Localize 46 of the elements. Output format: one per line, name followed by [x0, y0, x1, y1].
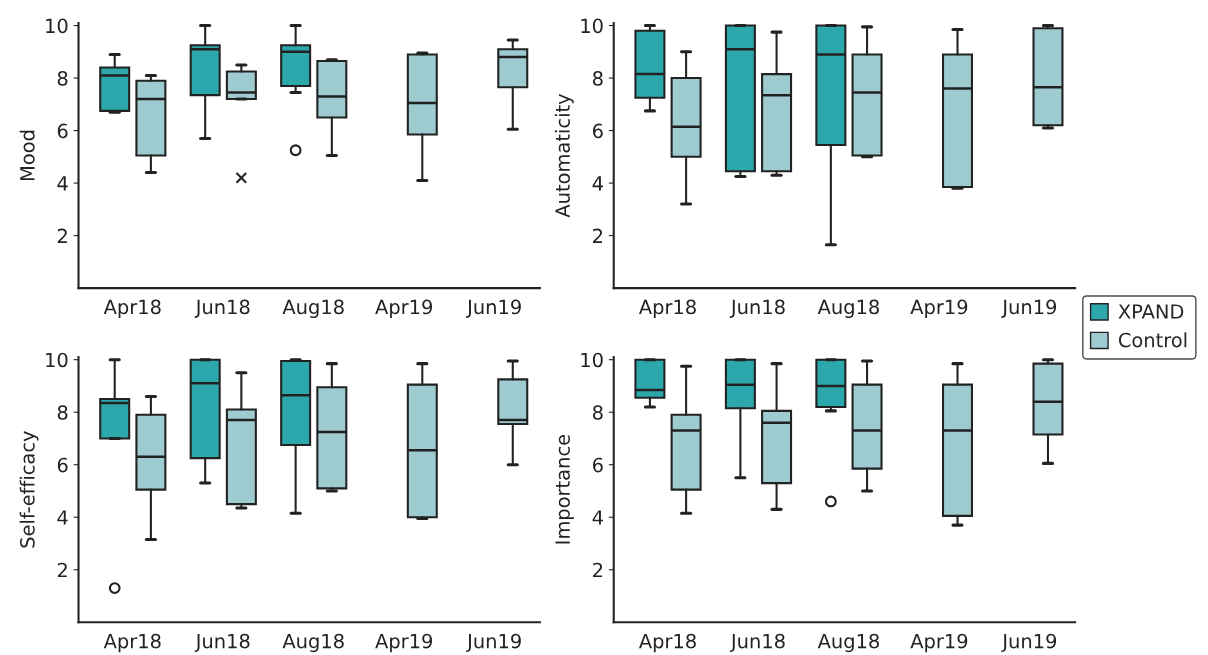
y-tick-label: 4	[57, 510, 68, 525]
x-tick-label: Apr19	[375, 299, 433, 319]
x-tick-label: Jun19	[1001, 633, 1057, 653]
y-tick-label: 8	[57, 71, 68, 86]
y-axis-title: Importance	[555, 434, 574, 544]
x-tick-label: Aug18	[282, 633, 344, 653]
y-tick-label: 6	[593, 457, 603, 473]
y-tick-label: 2	[593, 228, 603, 243]
y-tick-label: 2	[593, 562, 603, 578]
x-tick-label: Aug18	[817, 633, 879, 653]
y-axis-title: Mood	[19, 130, 35, 181]
x-tick-label: Apr19	[910, 633, 968, 653]
x-tick-label: Jun18	[194, 633, 250, 653]
x-tick-label: Aug18	[282, 299, 344, 319]
y-tick-label: 2	[57, 562, 67, 578]
x-tick-label: Jun18	[729, 633, 785, 653]
legend-label: Control	[1118, 332, 1187, 348]
y-tick-label: 8	[57, 405, 68, 420]
x-tick-label: Aug18	[817, 299, 879, 319]
x-tick-label: Apr18	[103, 299, 161, 319]
x-tick-label: Apr19	[375, 633, 433, 653]
y-tick-label: 4	[57, 176, 68, 191]
x-tick-label: Apr19	[910, 299, 968, 319]
x-tick-label: Jun19	[466, 299, 521, 318]
y-axis-title: Self-efficacy	[19, 431, 39, 548]
x-tick-label: Jun19	[466, 633, 521, 653]
x-tick-label: Jun18	[194, 299, 250, 318]
x-tick-label: Apr18	[638, 633, 696, 653]
y-tick-label: 10	[46, 18, 68, 34]
y-tick-label: 10	[581, 18, 603, 34]
y-tick-label: 10	[46, 352, 68, 368]
x-tick-label: Jun18	[729, 299, 785, 318]
x-tick-label: Apr18	[638, 299, 696, 319]
y-tick-label: 6	[57, 457, 68, 473]
y-tick-label: 4	[592, 510, 603, 525]
y-tick-label: 4	[592, 176, 603, 191]
y-axis-title: Automaticity	[554, 93, 574, 218]
y-tick-label: 8	[592, 405, 603, 420]
y-tick-label: 10	[581, 352, 603, 368]
y-tick-label: 6	[593, 123, 603, 139]
y-tick-label: 8	[592, 71, 603, 86]
legend-label: XPAND	[1118, 304, 1184, 319]
x-tick-label: Apr18	[103, 633, 161, 653]
x-tick-label: Jun19	[1001, 299, 1057, 318]
y-tick-label: 2	[57, 228, 67, 243]
y-tick-label: 6	[57, 123, 68, 139]
